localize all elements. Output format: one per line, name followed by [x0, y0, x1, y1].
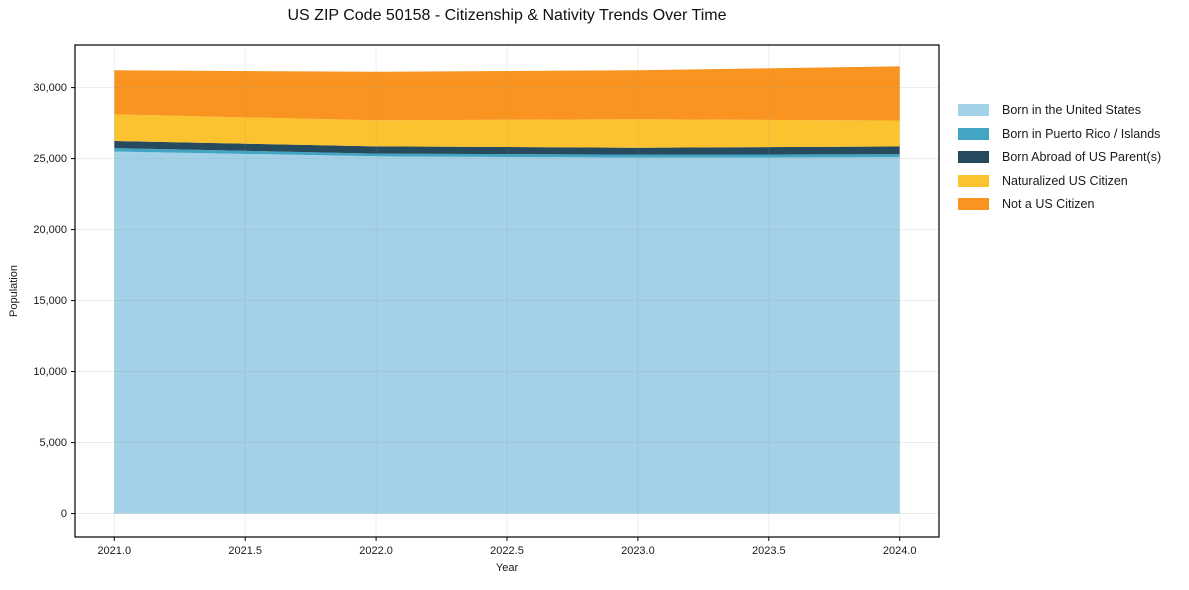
legend-swatch: [958, 151, 989, 163]
chart-title: US ZIP Code 50158 - Citizenship & Nativi…: [287, 7, 727, 24]
area-series-3: [114, 114, 900, 148]
legend-item: Born in Puerto Rico / Islands: [958, 126, 1161, 141]
y-axis-tick-label: 0: [61, 508, 67, 520]
x-axis-tick-label: 2021.5: [228, 545, 262, 557]
y-axis-tick-label: 15,000: [33, 295, 67, 307]
y-axis-tick-label: 5,000: [39, 437, 67, 449]
x-axis-tick-label: 2022.0: [359, 545, 393, 557]
area-series-2: [114, 141, 900, 155]
area-series-0: [114, 151, 900, 514]
area-series-4: [114, 66, 900, 121]
y-axis-tick-label: 25,000: [33, 153, 67, 165]
x-axis-tick-label: 2021.0: [97, 545, 131, 557]
x-axis-tick-label: 2024.0: [883, 545, 917, 557]
legend-item: Naturalized US Citizen: [958, 173, 1161, 188]
y-axis-label: Population: [8, 265, 20, 317]
legend-item: Born Abroad of US Parent(s): [958, 151, 1161, 163]
y-axis-tick-label: 10,000: [33, 366, 67, 378]
legend-swatch: [958, 174, 989, 187]
legend-label: Born in Puerto Rico / Islands: [1002, 126, 1161, 141]
x-axis-label: Year: [495, 562, 519, 574]
legend-label: Not a US Citizen: [1002, 197, 1095, 211]
legend-label: Born in the United States: [1002, 103, 1141, 117]
x-axis-tick-label: 2023.0: [621, 545, 655, 557]
legend-swatch: [958, 198, 989, 210]
legend-item: Not a US Citizen: [958, 198, 1161, 210]
legend-label: Naturalized US Citizen: [1002, 173, 1128, 188]
legend: Born in the United States Born in Puerto …: [958, 104, 1161, 210]
legend-swatch: [958, 127, 989, 140]
y-axis-tick-label: 20,000: [33, 224, 67, 236]
y-axis-tick-label: 30,000: [33, 82, 67, 94]
x-axis-tick-label: 2023.5: [752, 545, 786, 557]
legend-item: Born in the United States: [958, 104, 1161, 116]
area-series-1: [114, 148, 900, 158]
legend-label: Born Abroad of US Parent(s): [1002, 150, 1162, 164]
legend-swatch: [958, 104, 989, 116]
x-axis-tick-label: 2022.5: [490, 545, 524, 557]
